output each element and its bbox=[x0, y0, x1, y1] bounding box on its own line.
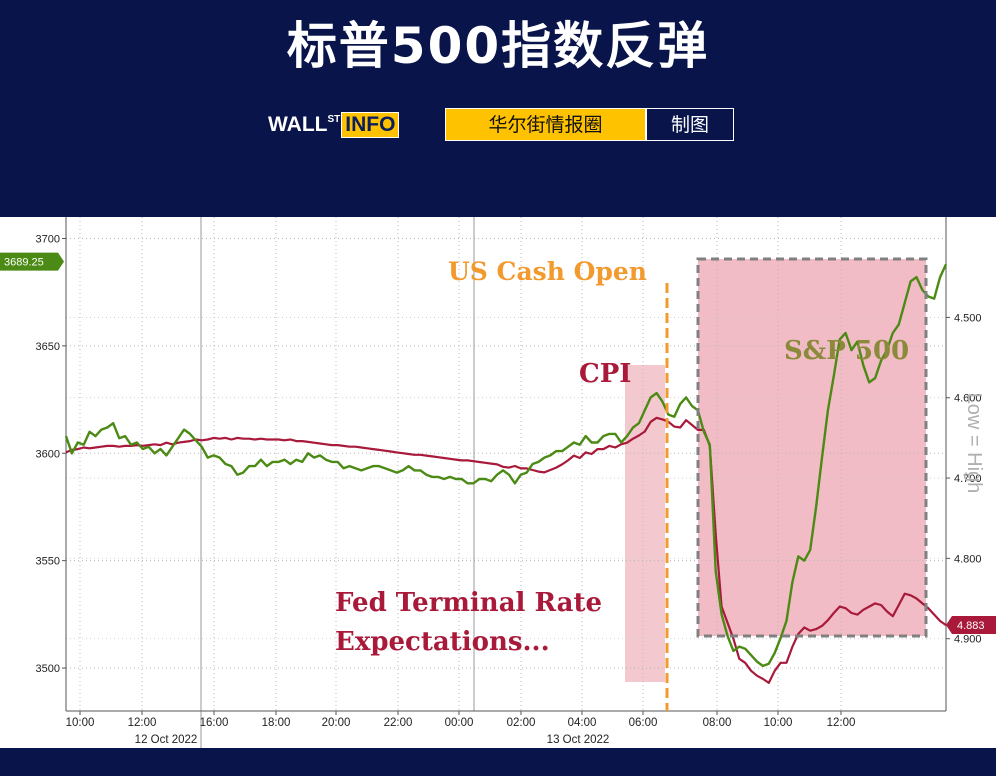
y-right-tick-label: 4.800 bbox=[954, 553, 982, 565]
y-left-tick-label: 3650 bbox=[36, 341, 60, 353]
chart: 3700 3650 3600 3550 3500 4.500 4.600 4.700 4.800… bbox=[0, 217, 996, 748]
x-tick-label: 18:00 bbox=[262, 717, 291, 729]
y-right-axis-label: Low = High bbox=[963, 393, 985, 494]
x-tick-label: 06:00 bbox=[629, 717, 658, 729]
y-right-tick-label: 4.900 bbox=[954, 634, 982, 646]
brand-tag: 华尔街情报圈 bbox=[445, 108, 646, 141]
y-left-tick-label: 3550 bbox=[36, 556, 60, 568]
last-value-label-fed: 4.883 bbox=[957, 620, 985, 632]
x-tick-label: 12:00 bbox=[827, 717, 856, 729]
chart-panel: 3700 3650 3600 3550 3500 4.500 4.600 4.700 4.800… bbox=[0, 217, 996, 748]
last-value-tag-fed bbox=[946, 616, 996, 635]
x-tick-label: 10:00 bbox=[66, 717, 95, 729]
last-value-tag-sp500 bbox=[0, 252, 64, 271]
y-right-tick-label: 4.500 bbox=[954, 312, 982, 324]
last-value-label-sp500: 3689.25 bbox=[4, 257, 44, 269]
brand-logo-box: INFO bbox=[341, 112, 400, 138]
annotation-fed-line2: Expectations... bbox=[335, 627, 550, 657]
brand-bar: WALLST INFO 华尔街情报圈 制图 bbox=[268, 108, 748, 142]
x-tick-label: 20:00 bbox=[322, 717, 351, 729]
y-right-tick-label: 4.600 bbox=[954, 393, 982, 405]
y-left-tick-label: 3600 bbox=[36, 448, 60, 460]
x-tick-label: 22:00 bbox=[384, 717, 413, 729]
annotation-fed-line1: Fed Terminal Rate bbox=[335, 588, 602, 618]
x-tick-label: 16:00 bbox=[200, 717, 229, 729]
annotation-sp500: S&P 500 bbox=[784, 336, 909, 366]
y-right-tick-label: 4.700 bbox=[954, 473, 982, 485]
brand-logo-text: WALL bbox=[268, 113, 328, 136]
x-tick-label: 10:00 bbox=[764, 717, 793, 729]
annotation-cash-open: US Cash Open bbox=[448, 257, 647, 286]
brand-logo: WALLST INFO bbox=[268, 112, 400, 138]
annotation-cpi: CPI bbox=[579, 359, 631, 389]
y-left-tick-label: 3500 bbox=[36, 663, 60, 675]
y-left-tick-label: 3700 bbox=[36, 233, 60, 245]
x-tick-label: 00:00 bbox=[445, 717, 474, 729]
page-title: 标普500指数反弹 bbox=[286, 17, 710, 75]
brand-logo-sup: ST bbox=[327, 114, 341, 125]
series-line-sp500 bbox=[64, 263, 948, 668]
x-date-label: 13 Oct 2022 bbox=[547, 734, 610, 746]
rally-box bbox=[696, 257, 928, 638]
x-tick-label: 08:00 bbox=[703, 717, 732, 729]
brand-made-label: 制图 bbox=[646, 108, 734, 141]
series-line-fed-terminal bbox=[65, 416, 947, 684]
x-tick-label: 04:00 bbox=[568, 717, 597, 729]
x-tick-label: 12:00 bbox=[128, 717, 157, 729]
rally-shade bbox=[698, 259, 926, 636]
x-date-label: 12 Oct 2022 bbox=[135, 734, 198, 746]
x-tick-label: 02:00 bbox=[507, 717, 536, 729]
